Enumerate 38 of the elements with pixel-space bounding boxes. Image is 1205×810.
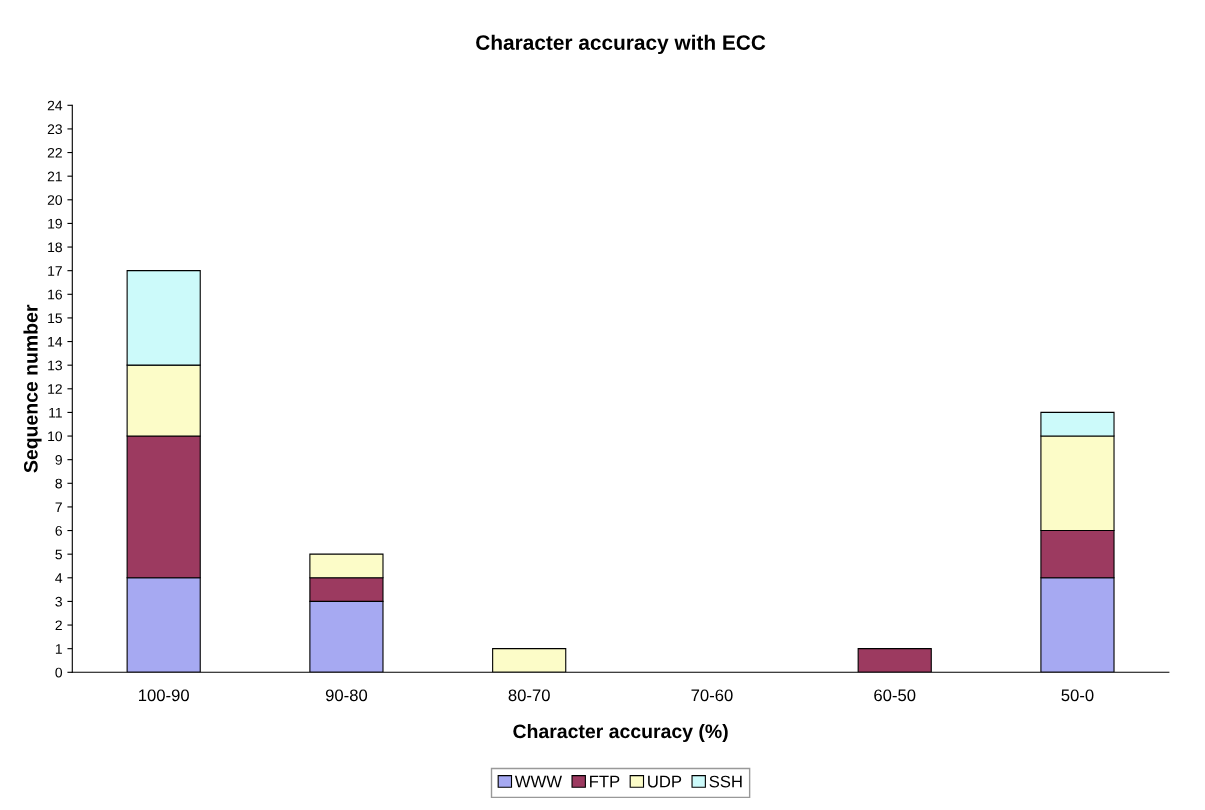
y-tick-label: 16	[48, 289, 62, 300]
y-tick-label: 1	[55, 644, 62, 654]
y-tick-label: 22	[47, 147, 62, 158]
y-tick-label: 4	[55, 573, 63, 583]
y-tick-label: 14	[48, 337, 63, 347]
y-tick-label: 11	[49, 407, 62, 418]
y-tick-label: 10	[48, 431, 63, 442]
y-tick-label: 8	[55, 478, 62, 489]
y-tick-label: 19	[48, 218, 62, 229]
x-tick-label: 100-90	[139, 689, 189, 702]
x-tick-label: 60-50	[874, 689, 916, 702]
y-tick-label: 21	[47, 171, 62, 182]
y-axis-title: Sequence number	[23, 304, 42, 473]
x-tick-label: 90-80	[325, 689, 368, 702]
legend-label: SSH	[709, 775, 742, 788]
y-tick-label: 12	[48, 384, 62, 394]
legend-label: UDP	[648, 775, 682, 788]
y-tick-label: 2	[55, 620, 62, 631]
y-tick-label: 13	[48, 360, 62, 371]
chart-title: Character accuracy with ECC	[476, 34, 766, 55]
y-tick-label: 5	[55, 549, 62, 560]
y-tick-label: 3	[55, 596, 62, 607]
y-tick-label: 7	[55, 502, 62, 512]
legend-label: FTP	[590, 775, 620, 788]
y-tick-label: 17	[48, 266, 62, 276]
x-tick-label: 80-70	[508, 689, 550, 702]
y-tick-label: 9	[55, 455, 62, 465]
y-tick-label: 0	[55, 667, 63, 678]
x-axis-title: Character accuracy (%)	[513, 723, 728, 743]
y-tick-label: 18	[48, 242, 62, 253]
legend-label: WWW	[514, 775, 562, 788]
y-tick-label: 20	[47, 195, 63, 205]
y-tick-label: 23	[47, 124, 62, 135]
y-tick-label: 15	[48, 313, 62, 324]
y-tick-label: 6	[55, 525, 62, 536]
x-tick-label: 70-60	[691, 689, 733, 702]
x-tick-label: 50-0	[1061, 689, 1094, 702]
y-tick-label: 24	[47, 100, 63, 111]
